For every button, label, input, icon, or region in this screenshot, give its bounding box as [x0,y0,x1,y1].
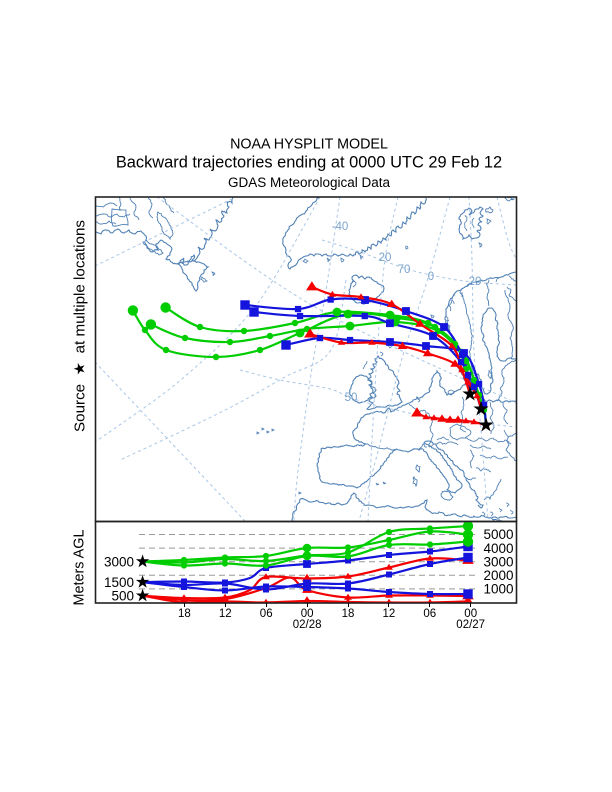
svg-text:Meters AGL: Meters AGL [72,530,88,606]
svg-text:3000: 3000 [484,554,514,569]
svg-text:GDAS Meteorological Data: GDAS Meteorological Data [228,175,391,190]
svg-text:06: 06 [260,608,273,620]
svg-text:50: 50 [345,392,358,404]
svg-text:00: 00 [301,608,314,620]
svg-text:500: 500 [111,588,134,603]
svg-text:Backward trajectories ending a: Backward trajectories ending at 0000 UTC… [116,154,502,172]
svg-text:02/28: 02/28 [293,619,322,631]
svg-text:Source ★ at multiple locatio: Source ★ at multiple locations [72,220,89,432]
svg-text:00: 00 [464,608,477,620]
svg-text:5000: 5000 [484,527,514,542]
svg-text:1000: 1000 [484,582,514,597]
svg-text:20: 20 [379,252,392,264]
svg-text:2000: 2000 [484,568,514,583]
svg-text:18: 18 [178,608,191,620]
svg-text:-40: -40 [332,221,349,233]
svg-text:4000: 4000 [484,541,514,556]
svg-text:0: 0 [428,271,434,283]
svg-text:3000: 3000 [104,554,134,569]
svg-text:18: 18 [342,608,355,620]
svg-text:02/27: 02/27 [456,619,485,631]
svg-text:20: 20 [469,276,482,288]
svg-text:NOAA HYSPLIT MODEL: NOAA HYSPLIT MODEL [230,137,388,153]
svg-text:06: 06 [423,608,436,620]
svg-text:1500: 1500 [104,575,134,590]
svg-text:12: 12 [219,608,232,620]
svg-text:12: 12 [383,608,396,620]
svg-text:70: 70 [398,264,411,276]
